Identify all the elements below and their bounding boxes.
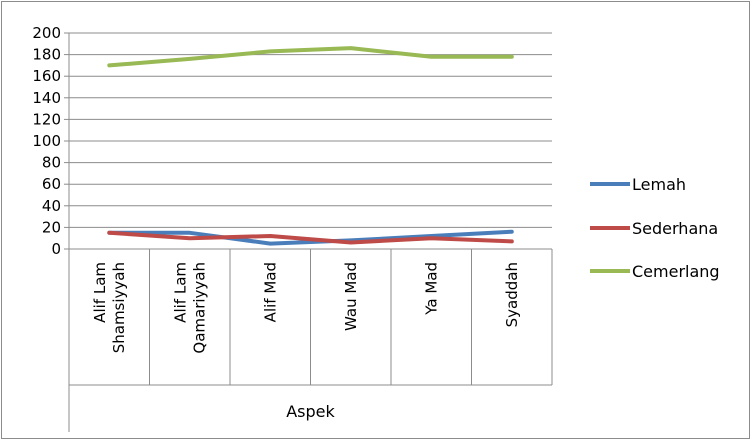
category-label: Ya Mad xyxy=(422,262,440,316)
y-tick-label: 200 xyxy=(32,24,61,42)
y-tick-label: 40 xyxy=(42,197,61,215)
category-label: Syaddah xyxy=(503,262,521,327)
category-label: Qamariyyah xyxy=(190,262,208,354)
y-tick-label: 160 xyxy=(32,67,61,85)
y-tick-label: 60 xyxy=(42,175,61,193)
series-line-lemah xyxy=(107,229,514,246)
legend-label: Lemah xyxy=(632,175,686,194)
category-label: Alif Lam xyxy=(91,262,109,323)
category-label: Alif Lam xyxy=(171,262,189,323)
category-label: Wau Mad xyxy=(342,262,360,331)
legend-label: Cemerlang xyxy=(632,262,720,281)
legend: Lemah Sederhana Cemerlang xyxy=(590,175,720,281)
gridlines xyxy=(64,32,553,432)
y-tick-label: 0 xyxy=(51,240,61,258)
series-line-cemerlang xyxy=(107,46,514,68)
y-tick-label: 120 xyxy=(32,110,61,128)
category-label: Alif Mad xyxy=(261,262,279,322)
y-tick-label: 140 xyxy=(32,89,61,107)
y-axis-tick-labels: 0 20 40 60 80 100 120 140 160 180 200 xyxy=(32,24,61,258)
y-tick-label: 20 xyxy=(42,218,61,236)
series-line-sederhana xyxy=(107,230,514,245)
x-axis-title: Aspek xyxy=(286,402,335,421)
y-tick-label: 100 xyxy=(32,132,61,150)
y-tick-label: 80 xyxy=(42,154,61,172)
category-labels: Alif Lam Shamsiyyah Alif Lam Qamariyyah Alif… xyxy=(91,262,521,354)
legend-label: Sederhana xyxy=(632,219,718,238)
category-label: Shamsiyyah xyxy=(110,262,128,353)
y-tick-label: 180 xyxy=(32,46,61,64)
data-series xyxy=(107,46,514,246)
